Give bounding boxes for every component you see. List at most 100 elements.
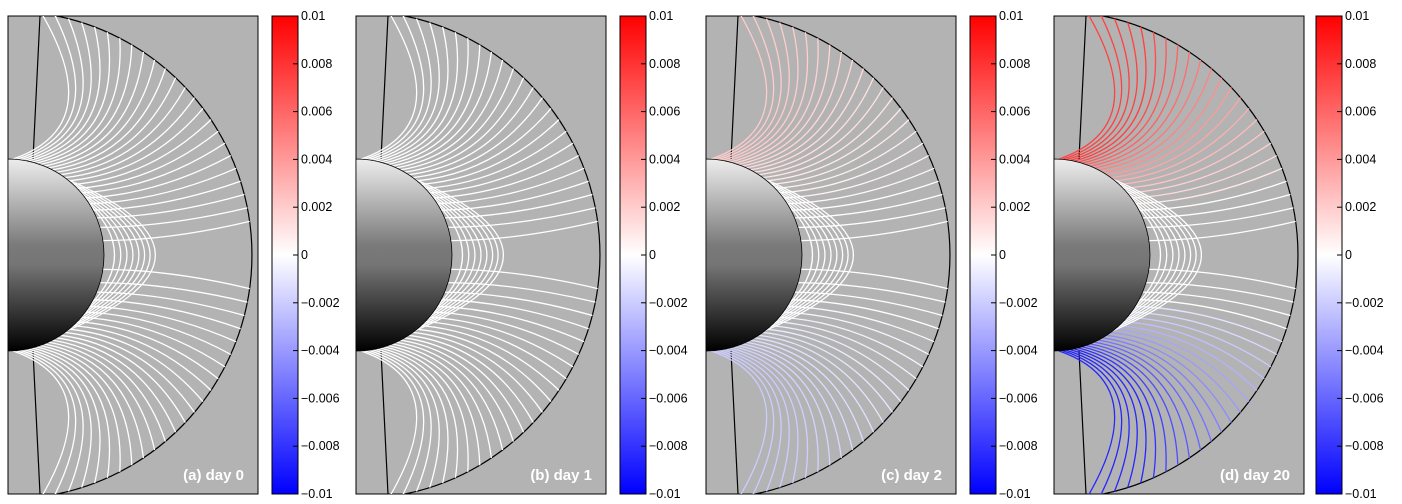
colorbar-tick-label: 0.006	[301, 105, 332, 119]
closed-loop	[419, 182, 499, 328]
closed-loop	[78, 189, 140, 321]
colorbar-tick-label: −0.006	[649, 391, 688, 405]
field-line	[779, 316, 924, 368]
closed-loop	[426, 189, 488, 321]
field-line	[1090, 51, 1191, 167]
panel-2: (b) day 1 0.01 0.008 0.006 0.004 0.002 0 −0.002…	[355, 9, 688, 501]
field-line	[1114, 328, 1250, 403]
field-line	[779, 142, 924, 194]
field-line	[416, 328, 552, 403]
field-line	[1123, 320, 1265, 380]
field-line	[368, 349, 432, 492]
colorbar-tick-label: −0.006	[999, 391, 1038, 405]
field-line	[746, 59, 854, 169]
field-line	[718, 349, 782, 492]
colorbar-tick-label: 0.004	[301, 152, 332, 166]
field-line	[73, 324, 212, 391]
field-line	[1145, 207, 1294, 229]
closed-loop	[87, 200, 122, 310]
colorbar-tick-label: −0.002	[1345, 296, 1384, 310]
field-line	[429, 142, 574, 194]
field-line	[31, 32, 111, 163]
field-line	[421, 324, 560, 391]
colorbar-tick-label: −0.008	[1345, 439, 1384, 453]
field-line	[758, 87, 884, 176]
closed-loop	[66, 178, 156, 332]
field-line	[733, 38, 819, 164]
field-line	[64, 331, 196, 413]
colorbar-tick-label: 0.004	[999, 152, 1030, 166]
field-line	[437, 167, 585, 205]
south-boundary-line	[1078, 350, 1087, 494]
outer-boundary-arc	[404, 16, 601, 494]
field-line	[1081, 346, 1167, 472]
field-line	[1062, 349, 1123, 494]
field-line	[89, 167, 237, 205]
field-line	[416, 107, 552, 182]
panel-title: (d) day 20	[1220, 467, 1290, 484]
field-line	[35, 38, 121, 164]
field-line	[775, 130, 917, 190]
closed-loop	[437, 204, 464, 306]
field-line	[383, 38, 469, 164]
field-line	[12, 350, 70, 494]
colorbar-tick-label: −0.004	[649, 344, 688, 358]
closed-loop	[75, 186, 146, 324]
field-line	[729, 32, 809, 163]
closed-loop	[1121, 186, 1192, 324]
field-line	[64, 97, 196, 179]
south-boundary-line	[32, 350, 41, 494]
field-line	[20, 18, 84, 161]
closed-loop	[1127, 193, 1180, 317]
colorbar-tick-label: −0.008	[999, 439, 1038, 453]
field-line	[392, 343, 493, 459]
colorbar-tick-label: −0.008	[301, 439, 340, 453]
field-line	[1098, 339, 1213, 442]
field-line	[1110, 97, 1242, 179]
outer-boundary-arc	[56, 16, 253, 494]
field-line	[35, 346, 121, 472]
field-line	[396, 59, 504, 169]
colorbar-tick-label: −0.004	[1345, 344, 1384, 358]
field-line	[81, 316, 226, 368]
field-line	[775, 320, 917, 380]
closed-loop	[423, 186, 494, 324]
colorbar-tick-label: 0.006	[1345, 105, 1376, 119]
field-line	[1114, 107, 1250, 182]
field-line	[1090, 343, 1191, 459]
sun-hemisphere	[706, 158, 803, 352]
colorbar-tick-label: 0.002	[301, 200, 332, 214]
closed-loop	[782, 196, 826, 314]
north-boundary-line	[730, 16, 739, 160]
closed-loop	[1130, 196, 1174, 314]
field-line	[1066, 349, 1130, 492]
field-line	[39, 344, 133, 466]
field-line	[1102, 337, 1223, 433]
field-line	[771, 119, 910, 186]
field-line	[48, 341, 156, 451]
field-line	[81, 142, 226, 194]
closed-loop	[764, 178, 855, 332]
colorbar-tick-label: −0.004	[301, 344, 340, 358]
field-line	[1070, 22, 1138, 162]
field-line	[77, 320, 219, 380]
field-line	[376, 348, 449, 484]
field-line	[376, 26, 449, 162]
field-line	[68, 107, 204, 182]
outer-boundary-arc	[754, 16, 951, 494]
field-line	[766, 107, 902, 182]
field-line	[1127, 316, 1272, 368]
field-line	[1094, 59, 1202, 169]
field-line	[379, 32, 459, 163]
colorbar-tick-label: −0.01	[999, 487, 1031, 501]
closed-loop	[71, 182, 151, 328]
field-line	[733, 346, 819, 472]
field-line	[77, 130, 219, 190]
closed-loop	[1112, 178, 1203, 332]
field-line	[754, 337, 875, 433]
colorbar-tick-label: 0.002	[999, 200, 1030, 214]
closed-loop	[414, 178, 505, 332]
field-line	[52, 339, 167, 442]
colorbar-tick-label: 0.006	[649, 105, 680, 119]
